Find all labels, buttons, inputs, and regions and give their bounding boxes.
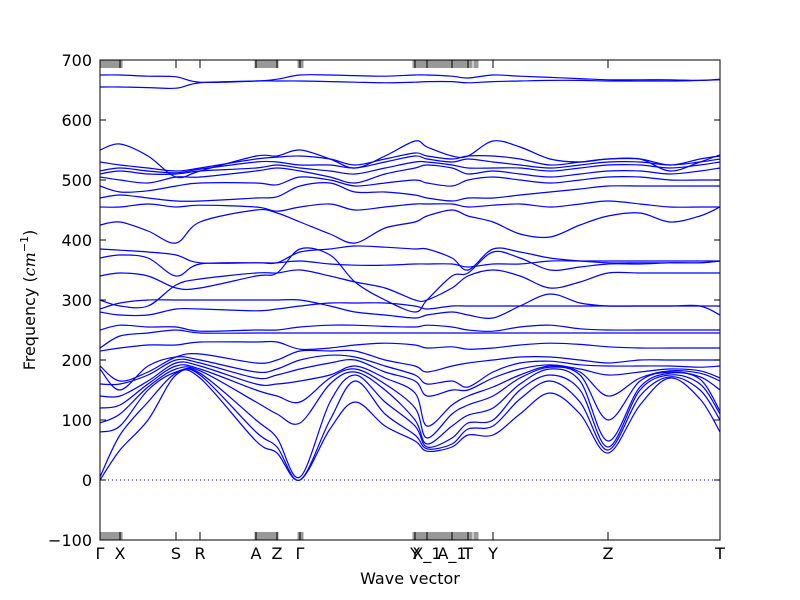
y-tick-label-200: 200 — [61, 351, 92, 370]
y-tick-label--100: −100 — [48, 531, 92, 550]
y-axis-title-prefix: Frequency ( — [20, 276, 39, 370]
branch-line-28 — [99, 79, 721, 90]
x-tick-label-12: Z — [603, 544, 614, 563]
branch-line-3 — [99, 367, 721, 479]
x-tick-label-0: Γ — [96, 544, 105, 563]
branch-line-7 — [99, 358, 721, 397]
branch-line-27 — [99, 140, 721, 179]
y-tick-label-300: 300 — [61, 291, 92, 310]
y-tick-label-700: 700 — [61, 51, 92, 70]
branch-line-23 — [99, 164, 721, 184]
branch-line-20 — [99, 200, 720, 212]
branch-line-12 — [99, 324, 720, 332]
y-axis-title-unit: cm — [20, 252, 39, 276]
x-tick-label-10: T — [462, 544, 473, 563]
branch-line-25 — [99, 155, 721, 174]
x-tick-label-3: R — [194, 544, 205, 563]
branch-line-5 — [99, 364, 721, 439]
branch-line-9 — [99, 349, 720, 382]
branch-line-8 — [99, 354, 721, 391]
branch-line-10 — [99, 340, 720, 352]
x-tick-label-6: Γ — [296, 544, 305, 563]
branch-line-29 — [99, 74, 721, 83]
branch-line-11 — [99, 329, 720, 349]
branch-line-15 — [99, 269, 720, 309]
branch-line-2 — [99, 368, 721, 481]
x-tick-label-13: T — [714, 544, 725, 563]
phonon-branches — [99, 74, 721, 481]
branch-line-17 — [99, 245, 721, 277]
x-tick-label-9: A_1 — [437, 544, 466, 564]
branch-line-18 — [99, 248, 720, 268]
x-tick-label-8: X_1 — [412, 544, 441, 564]
branch-line-6 — [99, 361, 721, 427]
branch-line-16 — [99, 247, 721, 313]
x-tick-label-1: X — [115, 544, 126, 563]
branch-line-4 — [99, 366, 721, 445]
y-tick-label-0: 0 — [82, 471, 92, 490]
branch-line-22 — [99, 176, 720, 193]
x-tick-label-2: S — [171, 544, 181, 563]
y-axis-title-suffix: ) — [20, 230, 39, 236]
y-axis-title-exponent: −1 — [18, 236, 31, 252]
y-axis: −100 0 100 200 300 400 500 600 700 — [48, 51, 720, 550]
branch-line-14 — [99, 293, 720, 319]
y-tick-label-600: 600 — [61, 111, 92, 130]
x-tick-label-7: Y — [409, 544, 420, 563]
y-tick-label-100: 100 — [61, 411, 92, 430]
x-axis-title: Wave vector — [360, 569, 460, 588]
x-tick-label-11: Y — [487, 544, 498, 563]
x-tick-label-5: Z — [272, 544, 283, 563]
y-tick-label-500: 500 — [61, 171, 92, 190]
x-axis: Γ X S R A Z Γ YX_1A_1T Y Z T — [96, 60, 725, 564]
branch-line-1 — [99, 369, 721, 481]
y-axis-title: Frequency (cm−1) — [18, 230, 39, 371]
y-tick-label-400: 400 — [61, 231, 92, 250]
x-tick-label-4: A — [251, 544, 262, 563]
branch-line-21 — [99, 182, 720, 202]
branch-line-19 — [99, 206, 721, 244]
